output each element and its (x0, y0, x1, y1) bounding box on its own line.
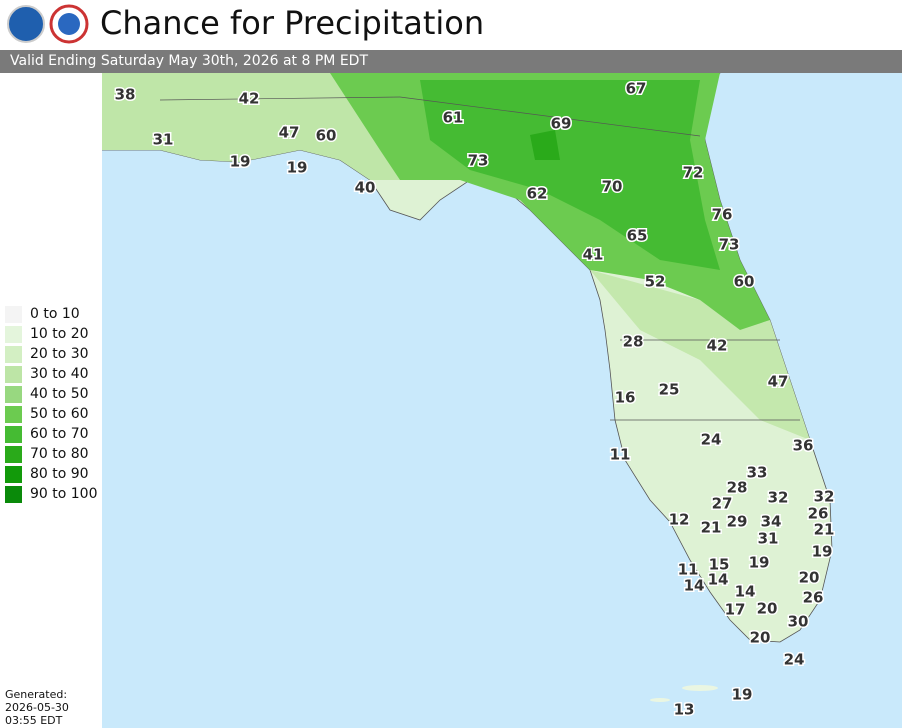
map-label: 31 (153, 131, 174, 149)
map-label: 73 (719, 236, 740, 254)
map-label: 27 (712, 495, 733, 513)
legend-item: 70 to 80 (5, 444, 98, 464)
map-label: 19 (812, 543, 833, 561)
legend-item: 20 to 30 (5, 344, 98, 364)
map-label: 42 (707, 337, 728, 355)
map-label: 28 (727, 479, 748, 497)
map-label: 19 (287, 159, 308, 177)
map-label: 76 (712, 206, 733, 224)
legend-label: 90 to 100 (30, 486, 98, 502)
legend-label: 80 to 90 (30, 466, 89, 482)
legend-item: 0 to 10 (5, 304, 98, 324)
map-label: 25 (659, 381, 680, 399)
map-label: 67 (626, 80, 647, 98)
subtitle: Valid Ending Saturday May 30th, 2026 at … (0, 50, 902, 73)
footer-label: Generated: (5, 688, 68, 701)
map-label: 34 (761, 513, 782, 531)
map-label: 60 (734, 273, 755, 291)
footer-date: 2026-05-30 (5, 701, 69, 714)
map-label: 31 (758, 530, 779, 548)
map-label: 70 (602, 178, 623, 196)
map-label: 60 (316, 127, 337, 145)
legend-label: 70 to 80 (30, 446, 89, 462)
map-label: 62 (527, 185, 548, 203)
legend-swatch (5, 325, 22, 343)
map-label: 11 (610, 446, 631, 464)
legend-swatch (5, 425, 22, 443)
map-label: 28 (623, 333, 644, 351)
legend-swatch (5, 385, 22, 403)
legend-swatch (5, 485, 22, 503)
map-label: 19 (230, 153, 251, 171)
map-label: 20 (757, 600, 778, 618)
map: 38 42 31 47 60 19 19 40 61 69 67 73 62 70 72 76 65 73 41 52… (102, 73, 902, 728)
map-label: 17 (725, 601, 746, 619)
legend-swatch (5, 305, 22, 323)
map-label: 13 (674, 701, 695, 719)
map-label: 14 (735, 583, 756, 601)
map-label: 19 (749, 554, 770, 572)
map-label: 72 (683, 164, 704, 182)
legend-label: 30 to 40 (30, 366, 89, 382)
map-label: 42 (239, 90, 260, 108)
legend-item: 90 to 100 (5, 484, 98, 504)
legend-swatch (5, 445, 22, 463)
map-label: 20 (799, 569, 820, 587)
legend-item: 10 to 20 (5, 324, 98, 344)
map-label: 21 (814, 521, 835, 539)
map-label: 47 (768, 373, 789, 391)
map-label: 24 (784, 651, 805, 669)
legend-label: 10 to 20 (30, 326, 89, 342)
legend-item: 40 to 50 (5, 384, 98, 404)
map-label: 26 (803, 589, 824, 607)
map-label: 12 (669, 511, 690, 529)
legend-swatch (5, 405, 22, 423)
footer: Generated: 2026-05-30 03:55 EDT (5, 688, 69, 727)
map-label: 24 (701, 431, 722, 449)
map-label: 69 (551, 115, 572, 133)
map-label: 47 (279, 124, 300, 142)
logos (7, 4, 89, 44)
map-label: 26 (808, 505, 829, 523)
legend-label: 0 to 10 (30, 306, 80, 322)
map-label: 14 (708, 571, 729, 589)
legend-item: 60 to 70 (5, 424, 98, 444)
map-label: 52 (645, 273, 666, 291)
map-label: 16 (615, 389, 636, 407)
legend-item: 50 to 60 (5, 404, 98, 424)
map-label: 73 (468, 152, 489, 170)
legend-label: 40 to 50 (30, 386, 89, 402)
map-label: 38 (115, 86, 136, 104)
map-label: 32 (768, 489, 789, 507)
legend-swatch (5, 365, 22, 383)
map-label: 40 (355, 179, 376, 197)
title: Chance for Precipitation (100, 4, 485, 42)
legend-label: 20 to 30 (30, 346, 89, 362)
legend: 0 to 10 10 to 20 20 to 30 30 to 40 40 to 50 5… (5, 304, 98, 504)
map-label: 61 (443, 109, 464, 127)
map-label: 65 (627, 227, 648, 245)
map-label: 14 (684, 577, 705, 595)
map-label: 32 (814, 488, 835, 506)
map-label: 21 (701, 519, 722, 537)
map-label: 30 (788, 613, 809, 631)
map-label: 36 (793, 437, 814, 455)
legend-swatch (5, 465, 22, 483)
map-label: 11 (678, 561, 699, 579)
map-label: 19 (732, 686, 753, 704)
map-label: 15 (709, 556, 730, 574)
map-label: 29 (727, 513, 748, 531)
footer-time: 03:55 EDT (5, 714, 63, 727)
map-label: 41 (583, 246, 604, 264)
legend-swatch (5, 345, 22, 363)
legend-label: 50 to 60 (30, 406, 89, 422)
legend-item: 30 to 40 (5, 364, 98, 384)
map-label: 33 (747, 464, 768, 482)
map-label: 20 (750, 629, 771, 647)
legend-item: 80 to 90 (5, 464, 98, 484)
legend-label: 60 to 70 (30, 426, 89, 442)
